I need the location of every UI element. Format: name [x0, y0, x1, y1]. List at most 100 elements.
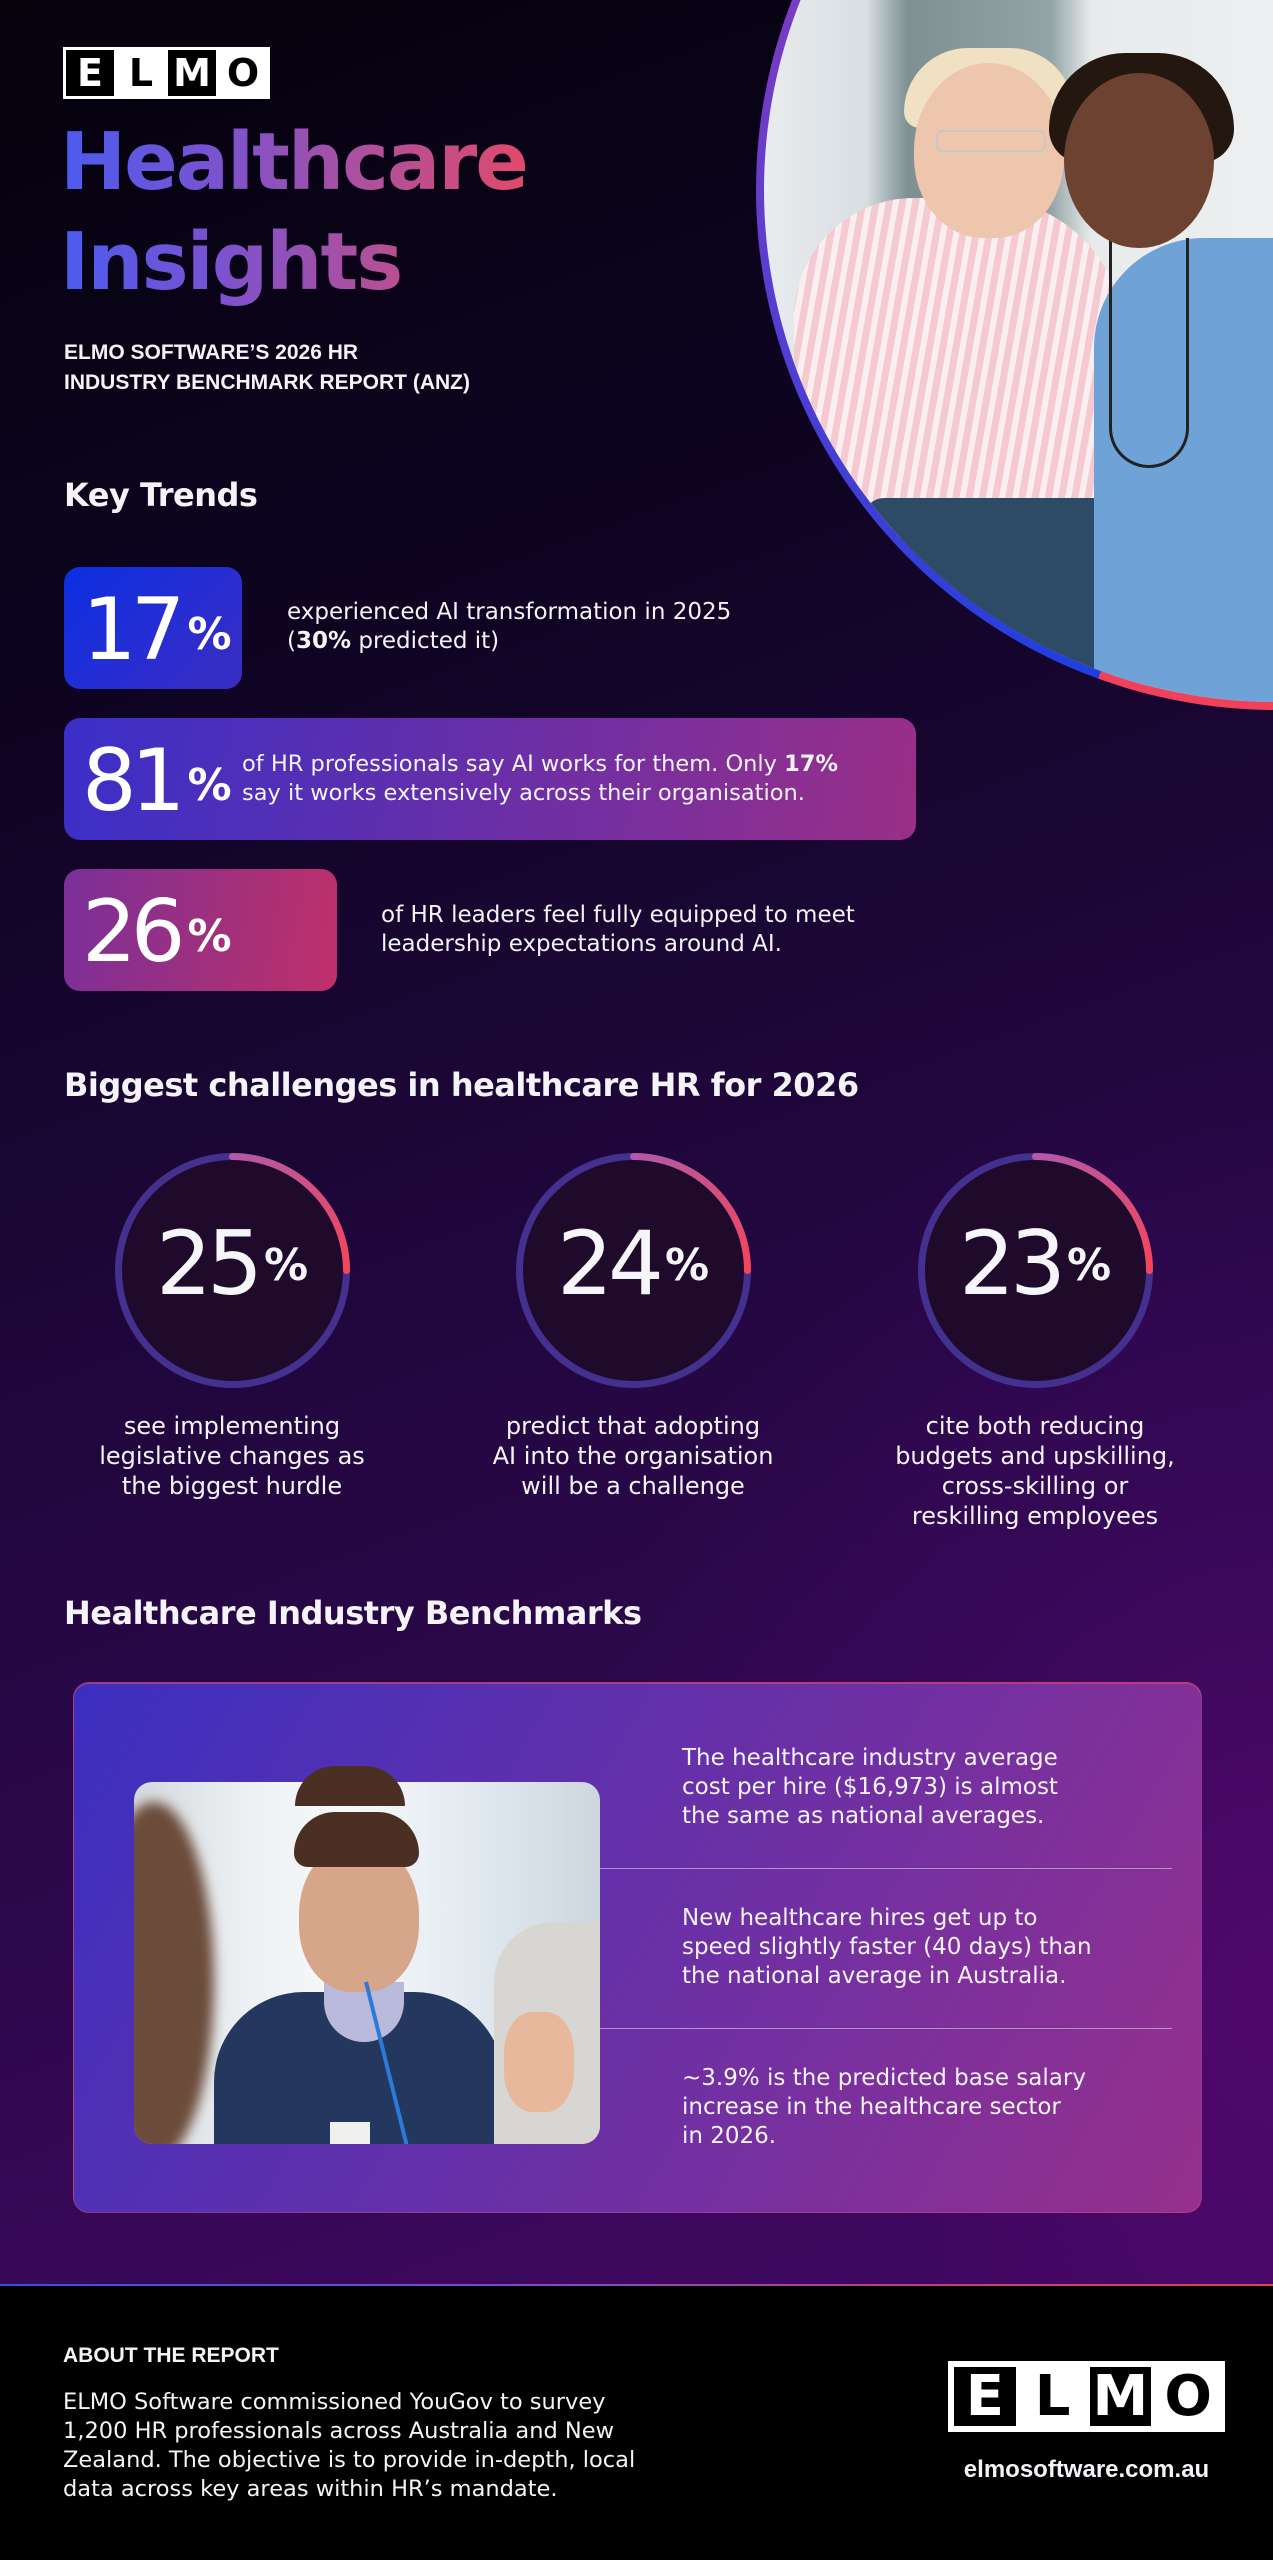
caption-line: cite both reducing [925, 1412, 1145, 1440]
challenge-25: 25% see implementing legislative changes… [72, 1152, 392, 1501]
stat-box-26: 26% [64, 869, 337, 991]
benchmarks-heading: Healthcare Industry Benchmarks [64, 1594, 642, 1632]
benchmark-line: the same as national averages. [682, 1803, 1045, 1829]
ring-graphic [917, 1153, 1153, 1388]
photo-stethoscope [1109, 238, 1189, 468]
subtitle-line: INDUSTRY BENCHMARK REPORT (ANZ) [64, 371, 470, 394]
challenge-23: 23% cite both reducing budgets and upski… [875, 1152, 1195, 1531]
stat-number: 81 [82, 731, 185, 831]
stat-line: of HR professionals say AI works for the… [242, 750, 838, 779]
challenge-number: 25 [155, 1212, 263, 1315]
benchmark-line: The healthcare industry average [682, 1745, 1058, 1771]
stat-value: 26% [82, 889, 232, 975]
title-line: Healthcare [60, 116, 527, 208]
caption-line: budgets and upskilling, [895, 1442, 1175, 1470]
photo-blurred-person [134, 1802, 214, 2144]
elmo-logo: E L M O [63, 47, 270, 99]
title-line: Insights [60, 216, 402, 308]
caption-line: AI into the organisation [492, 1442, 774, 1470]
page-title: Healthcare Insights [60, 112, 580, 312]
challenge-caption: cite both reducing budgets and upskillin… [875, 1411, 1195, 1531]
benchmark-cost-per-hire: The healthcare industry average cost per… [682, 1744, 1122, 1831]
stat-unit: % [187, 911, 232, 962]
challenge-value: 24% [515, 1220, 752, 1308]
challenge-unit: % [263, 1240, 309, 1291]
photo-nurse-hair [294, 1812, 419, 1867]
about-line: 1,200 HR professionals across Australia … [63, 2418, 614, 2444]
stat-line: (30% predicted it) [287, 627, 731, 656]
stat-box-17: 17% [64, 567, 242, 689]
benchmark-line: increase in the healthcare sector [682, 2094, 1061, 2120]
benchmark-line: in 2026. [682, 2123, 777, 2149]
challenge-value: 23% [917, 1220, 1154, 1308]
benchmarks-photo [134, 1782, 600, 2144]
stat-value: 17% [82, 587, 232, 673]
caption-line: see implementing [123, 1412, 341, 1440]
about-title: ABOUT THE REPORT [63, 2344, 279, 2367]
ring-graphic [515, 1153, 751, 1388]
benchmark-divider [600, 2028, 1172, 2029]
benchmark-line: New healthcare hires get up to [682, 1905, 1038, 1931]
text-fragment: ( [287, 628, 296, 654]
challenge-unit: % [1066, 1240, 1112, 1291]
highlight-value: 30% [295, 628, 352, 654]
photo-woman-shirt [794, 198, 1124, 538]
about-line: Zealand. The objective is to provide in-… [63, 2447, 636, 2473]
caption-line: will be a challenge [521, 1472, 745, 1500]
caption-line: cross-skilling or [941, 1472, 1129, 1500]
about-line: ELMO Software commissioned YouGov to sur… [63, 2389, 606, 2415]
challenge-number: 24 [556, 1212, 664, 1315]
challenge-unit: % [664, 1240, 710, 1291]
challenges-heading: Biggest challenges in healthcare HR for … [64, 1066, 859, 1104]
infographic-main: E L M O Healthcare Insights ELMO SOFTWAR… [0, 0, 1273, 2285]
stat-line: say it works extensively across their or… [242, 780, 805, 806]
challenge-caption: see implementing legislative changes as … [72, 1411, 392, 1501]
benchmark-line: the national average in Australia. [682, 1963, 1067, 1989]
photo-nurse-scrubs [1094, 238, 1273, 702]
progress-ring: 23% [917, 1152, 1154, 1389]
text-fragment: of HR professionals say AI works for the… [242, 751, 785, 777]
logo-letter: M [1089, 2367, 1152, 2426]
text-fragment: predicted it) [351, 628, 500, 654]
photo-nurse-face [1064, 73, 1214, 248]
about-body: ELMO Software commissioned YouGov to sur… [63, 2388, 743, 2504]
logo-letter: E [66, 50, 114, 96]
report-subtitle: ELMO SOFTWARE’S 2026 HR INDUSTRY BENCHMA… [64, 338, 470, 398]
benchmark-line: speed slightly faster (40 days) than [682, 1934, 1092, 1960]
stat-value: 81% [82, 738, 232, 824]
challenge-number: 23 [958, 1212, 1066, 1315]
footer-elmo-logo: E L M O [948, 2361, 1225, 2432]
stat-number: 26 [82, 882, 185, 982]
logo-letter: O [1157, 2367, 1219, 2426]
logo-letter: L [1021, 2367, 1084, 2426]
challenge-caption: predict that adopting AI into the organi… [473, 1411, 793, 1501]
stat-box-81: 81% of HR professionals say AI works for… [64, 718, 916, 840]
stat-unit: % [187, 609, 232, 660]
stat-description-17: experienced AI transformation in 2025 (3… [287, 598, 731, 656]
ring-graphic [114, 1153, 350, 1388]
subtitle-line: ELMO SOFTWARE’S 2026 HR [64, 341, 359, 364]
hero-photo-frame [756, 0, 1273, 710]
caption-line: legislative changes as [99, 1442, 365, 1470]
progress-ring: 25% [114, 1152, 351, 1389]
caption-line: the biggest hurdle [121, 1472, 343, 1500]
footer-divider [0, 2284, 1273, 2286]
stat-line: leadership expectations around AI. [381, 931, 782, 957]
caption-line: reskilling employees [911, 1502, 1159, 1530]
benchmark-line: cost per hire ($16,973) is almost [682, 1774, 1058, 1800]
challenge-value: 25% [114, 1220, 351, 1308]
benchmark-divider [600, 1868, 1172, 1869]
logo-letter: M [168, 50, 216, 96]
photo-nurse-face [299, 1842, 419, 1992]
stat-line: experienced AI transformation in 2025 [287, 599, 732, 625]
hero-photo [764, 0, 1273, 702]
photo-id-badge [330, 2122, 370, 2144]
stat-description-81: of HR professionals say AI works for the… [242, 750, 838, 808]
photo-patient-face [504, 2012, 574, 2112]
photo-glasses [936, 130, 1046, 152]
stat-description-26: of HR leaders feel fully equipped to mee… [381, 901, 855, 959]
stat-line: of HR leaders feel fully equipped to mee… [381, 902, 855, 928]
logo-letter: O [219, 50, 267, 96]
website-link[interactable]: elmosoftware.com.au [963, 2456, 1210, 2483]
stat-number: 17 [82, 580, 185, 680]
